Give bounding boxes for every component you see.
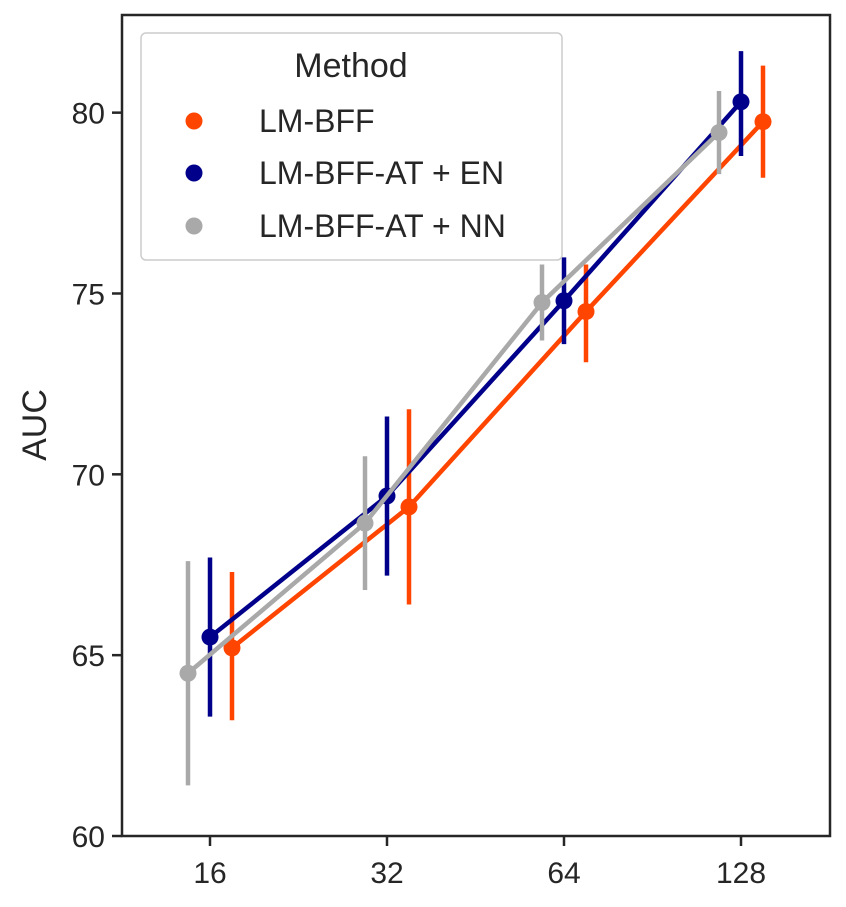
- data-point: [400, 498, 418, 516]
- series-3: [179, 90, 728, 786]
- y-axis-title: AUC: [16, 389, 54, 461]
- data-point: [710, 124, 728, 142]
- legend-label: LM-BFF: [259, 103, 375, 139]
- data-point: [732, 93, 750, 111]
- legend-label: LM-BFF-AT + EN: [259, 155, 504, 191]
- data-point: [577, 303, 595, 321]
- legend-label: LM-BFF-AT + NN: [259, 208, 506, 244]
- plot-frame: [120, 13, 832, 838]
- y-tick-label: 65: [72, 640, 105, 673]
- ticks-layer: 60 65 70 75 80 16 32 64 128: [72, 98, 766, 890]
- series-2: [201, 51, 750, 717]
- legend-title: Method: [294, 47, 407, 85]
- y-tick-label: 75: [72, 278, 105, 311]
- series-line: [208, 100, 743, 639]
- data-point: [179, 664, 197, 682]
- y-tick-label: 60: [72, 821, 105, 854]
- data-point: [356, 514, 374, 532]
- series-layer: [179, 51, 772, 786]
- legend-entries: LM-BFF LM-BFF-AT + EN LM-BFF-AT + NN: [185, 103, 506, 244]
- series-line: [186, 130, 721, 675]
- data-point: [533, 294, 551, 312]
- data-point: [223, 639, 241, 657]
- x-tick-label: 16: [193, 857, 226, 890]
- x-tick-label: 64: [547, 857, 580, 890]
- y-tick-label: 70: [72, 459, 105, 492]
- data-point: [754, 113, 772, 131]
- series-line: [230, 120, 765, 650]
- legend: Method LM-BFF LM-BFF-AT + EN LM-BFF-AT + N…: [140, 32, 563, 261]
- legend-marker: [185, 112, 203, 130]
- legend-marker: [185, 164, 203, 182]
- data-point: [555, 292, 573, 310]
- x-tick-label: 32: [370, 857, 403, 890]
- legend-marker: [185, 217, 203, 235]
- x-tick-label: 128: [716, 857, 766, 890]
- data-point: [201, 628, 219, 646]
- y-tick-label: 80: [72, 98, 105, 131]
- series-1: [223, 65, 772, 721]
- legend-box: [140, 32, 563, 261]
